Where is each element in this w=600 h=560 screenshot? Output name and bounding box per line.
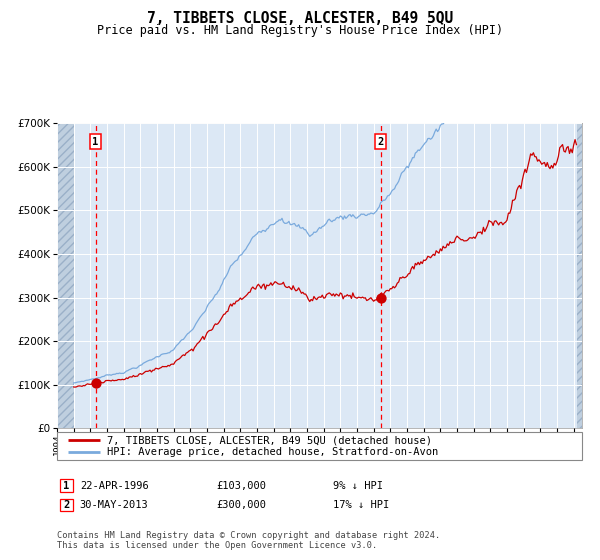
Text: 2: 2 [64, 500, 70, 510]
Text: HPI: Average price, detached house, Stratford-on-Avon: HPI: Average price, detached house, Stra… [107, 447, 439, 458]
Text: £103,000: £103,000 [216, 480, 266, 491]
Text: £300,000: £300,000 [216, 500, 266, 510]
Text: 9% ↓ HPI: 9% ↓ HPI [333, 480, 383, 491]
Text: 7, TIBBETS CLOSE, ALCESTER, B49 5QU (detached house): 7, TIBBETS CLOSE, ALCESTER, B49 5QU (det… [107, 435, 433, 445]
Bar [577, 123, 582, 428]
Text: 7, TIBBETS CLOSE, ALCESTER, B49 5QU: 7, TIBBETS CLOSE, ALCESTER, B49 5QU [147, 11, 453, 26]
Bar [57, 123, 74, 428]
Text: 1: 1 [92, 137, 98, 147]
Text: 22-APR-1996: 22-APR-1996 [80, 480, 149, 491]
Text: 2: 2 [377, 137, 383, 147]
Point [376, 293, 385, 302]
Text: Price paid vs. HM Land Registry's House Price Index (HPI): Price paid vs. HM Land Registry's House … [97, 24, 503, 37]
Text: 30-MAY-2013: 30-MAY-2013 [80, 500, 149, 510]
Text: Contains HM Land Registry data © Crown copyright and database right 2024.
This d: Contains HM Land Registry data © Crown c… [57, 530, 440, 550]
Point [91, 379, 100, 388]
Text: 17% ↓ HPI: 17% ↓ HPI [333, 500, 389, 510]
Text: 1: 1 [64, 480, 70, 491]
